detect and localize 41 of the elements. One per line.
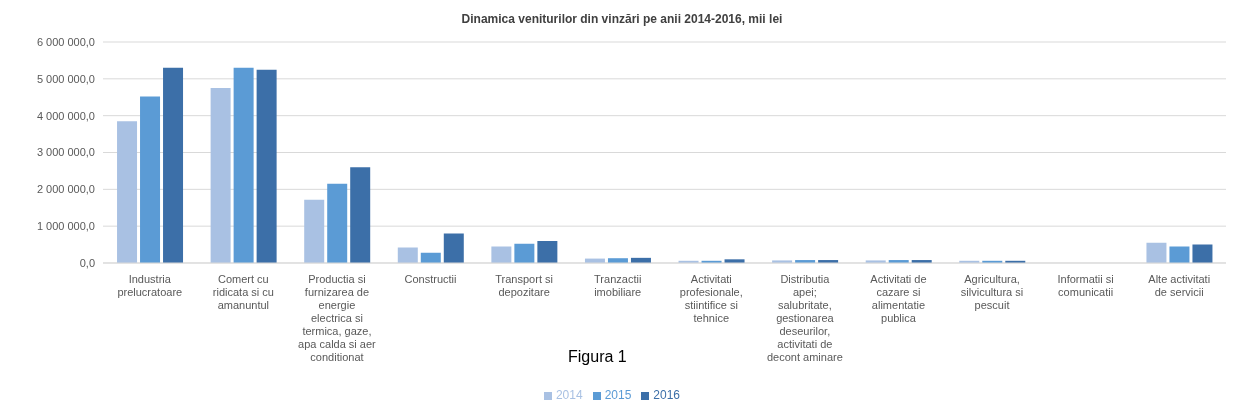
bar xyxy=(1192,244,1213,263)
bar xyxy=(537,240,558,263)
bar xyxy=(514,243,535,263)
text: Figura 1 xyxy=(568,348,627,366)
bar xyxy=(1169,246,1190,263)
bar xyxy=(117,121,138,263)
bar xyxy=(163,67,184,263)
bar xyxy=(210,88,231,263)
legend-label: 2014 xyxy=(555,388,583,402)
legend-label: 2016 xyxy=(653,388,681,402)
y-tick-label: 3 000 000,0 xyxy=(36,146,95,159)
x-tick-label: Transport si depozitare xyxy=(495,273,553,298)
bar xyxy=(140,96,161,263)
chart-title: Dinamica veniturilor din vinzări pe anii 2014-2016, mii lei xyxy=(460,11,784,28)
bar xyxy=(256,69,277,263)
x-tick-label: Tranzactii imobiliare xyxy=(594,273,642,298)
y-tick-label: 2 000 000,0 xyxy=(36,183,95,196)
x-tick-label: Activitati de cazare si alimentatie publica xyxy=(870,273,927,324)
bar xyxy=(491,246,512,263)
bar xyxy=(350,167,371,263)
y-tick-label: 5 000 000,0 xyxy=(36,72,95,85)
bar xyxy=(233,67,254,263)
bar xyxy=(1146,242,1167,263)
x-tick-label: Productia si furnizarea de energie electrica si termica, gaze, apa calda si aer conditionat xyxy=(298,273,377,363)
x-tick-label: Agricultura, silvicultura si pescuit xyxy=(960,273,1024,311)
x-tick-label: Constructii xyxy=(404,273,457,285)
bar xyxy=(397,247,418,263)
x-tick-label: Comert cu ridicata si cu amanuntul xyxy=(212,273,274,311)
y-tick-label: 4 000 000,0 xyxy=(36,109,95,122)
x-tick-label: Industria prelucratoare xyxy=(117,273,183,298)
x-tick-label: Alte activitati de servicii xyxy=(1148,273,1211,298)
x-tick-label: Distributia apei; salubritate, gestionarea deseurilor, activitati de decont aminare xyxy=(766,273,843,363)
bar xyxy=(443,233,464,263)
bar xyxy=(327,183,348,263)
y-tick-label: 1 000 000,0 xyxy=(36,220,95,233)
y-tick-label: 6 000 000,0 xyxy=(36,35,95,48)
x-tick-label: Activitati profesionale, stiintifice si tehnice xyxy=(679,273,743,324)
legend-label: 2015 xyxy=(604,388,632,402)
bar xyxy=(304,199,325,263)
x-tick-label: Informatii si comunicatii xyxy=(1057,273,1114,298)
y-tick-label: 0,0 xyxy=(79,256,95,269)
